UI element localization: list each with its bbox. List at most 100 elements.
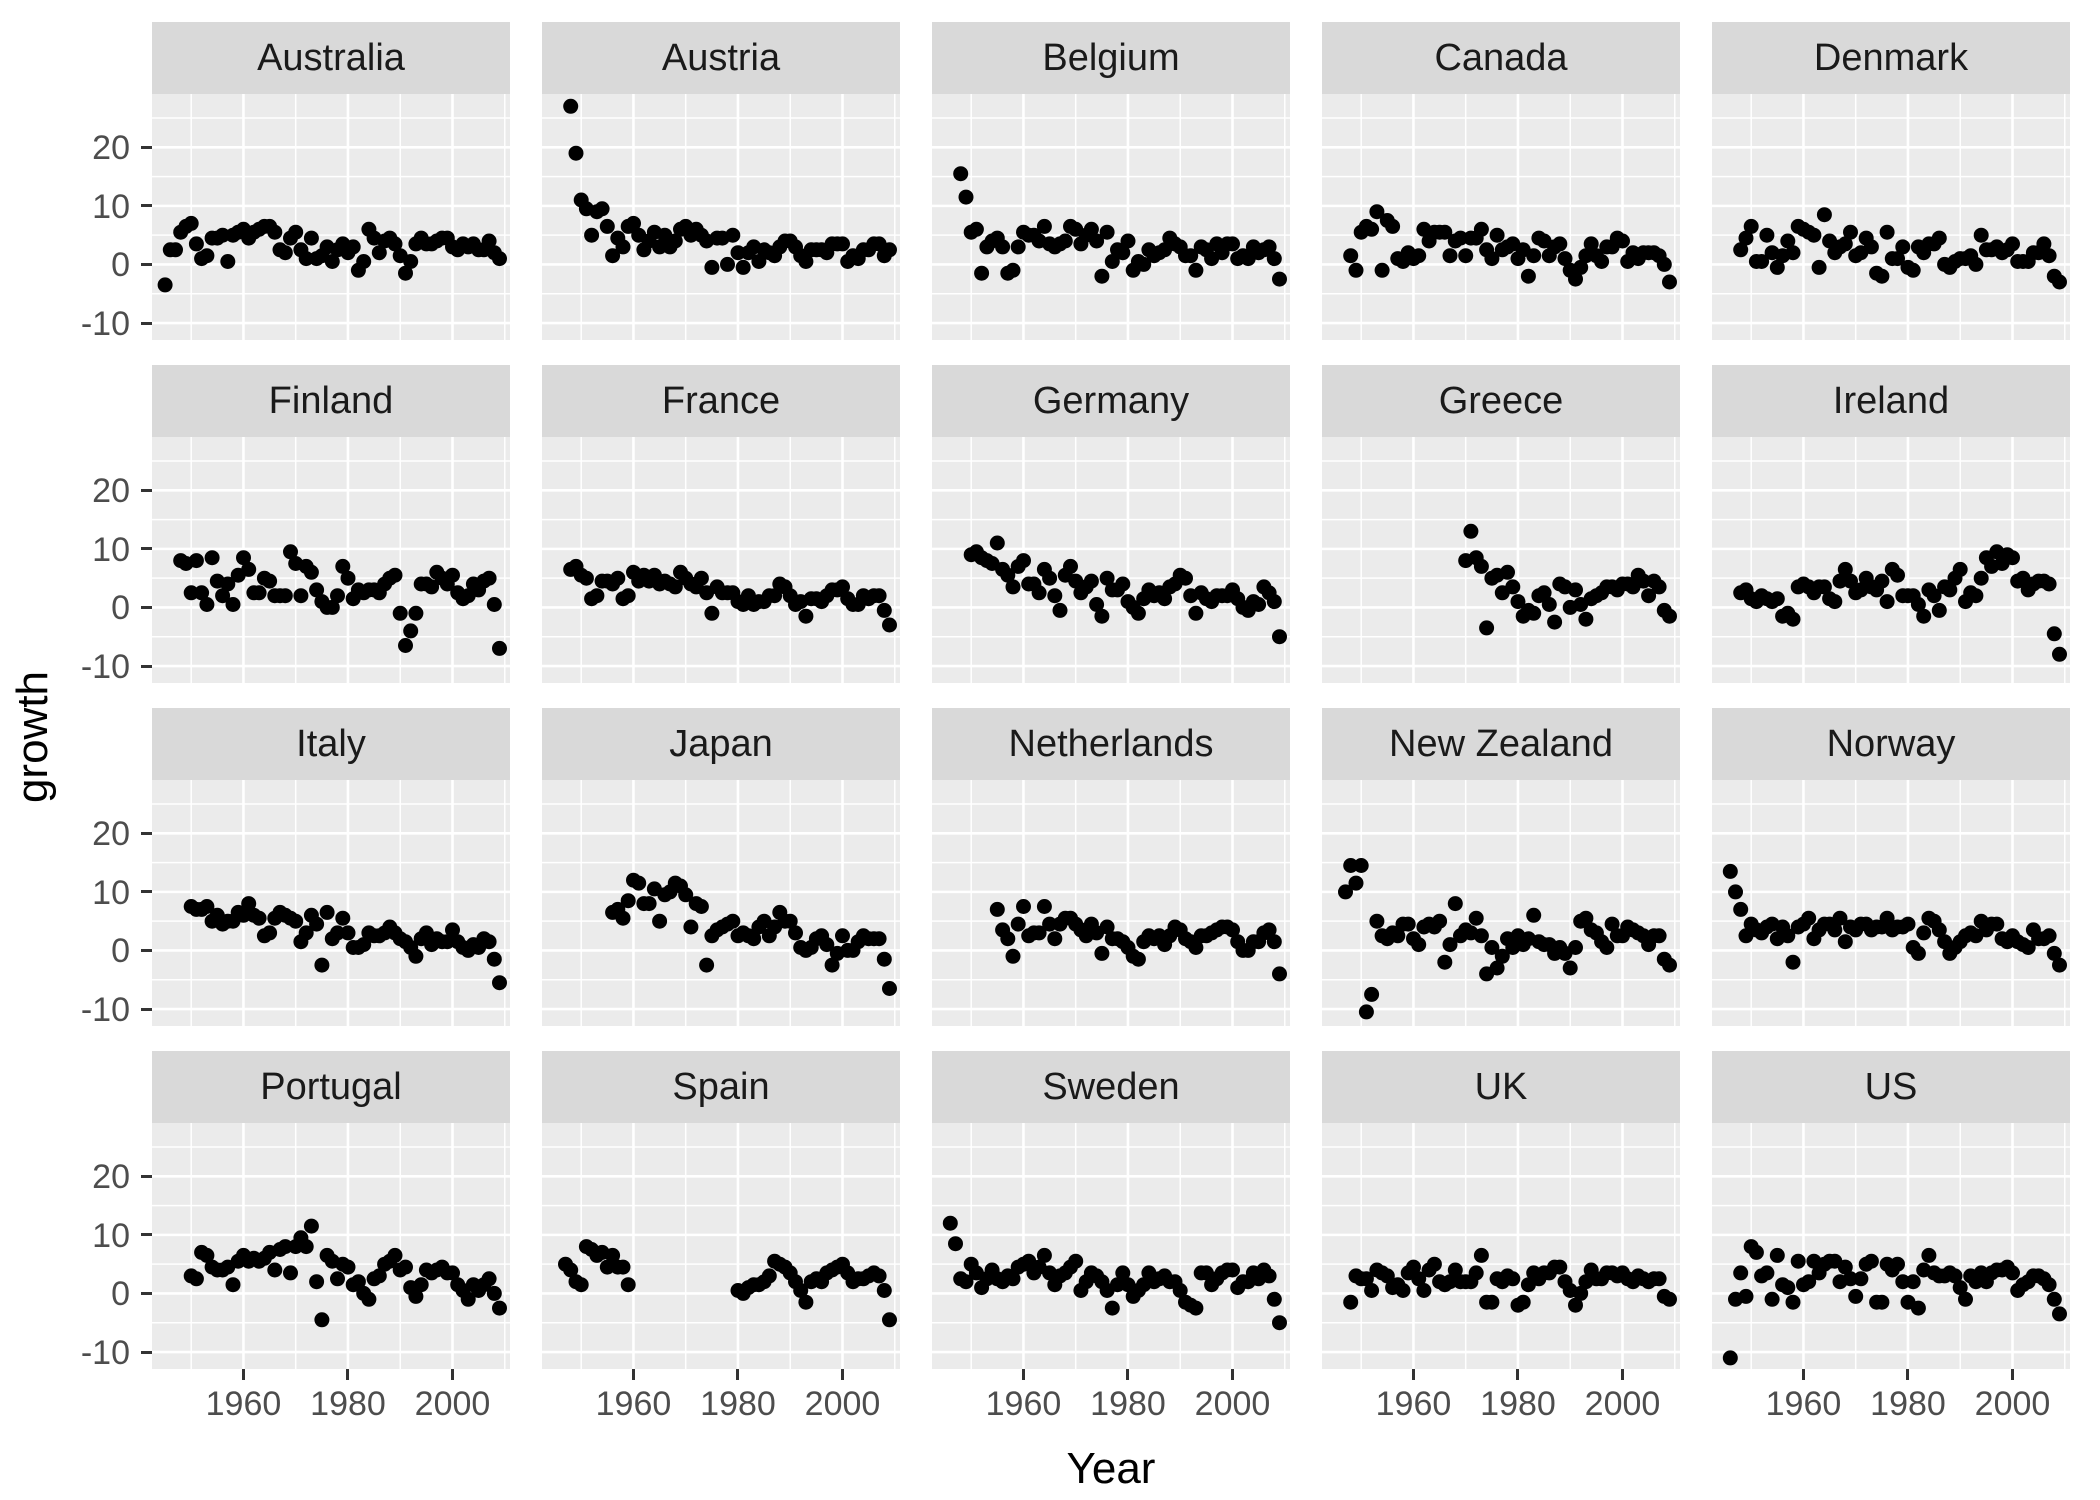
- data-point: [699, 957, 715, 973]
- data-point: [798, 608, 814, 624]
- data-point: [563, 1262, 579, 1278]
- data-point: [481, 1271, 497, 1287]
- x-tick-mark: [2011, 1369, 2014, 1380]
- data-point: [1863, 1253, 1879, 1269]
- data-point: [398, 265, 413, 281]
- data-point: [2005, 1265, 2020, 1281]
- data-point: [215, 227, 231, 243]
- data-point: [1157, 591, 1173, 607]
- data-point: [1432, 913, 1448, 929]
- y-tick-mark: [141, 488, 152, 492]
- data-point: [1578, 611, 1594, 627]
- data-point: [1426, 1256, 1442, 1272]
- data-point: [1973, 570, 1989, 586]
- x-tick-label: 2000: [1194, 1385, 1271, 1423]
- data-point: [1188, 262, 1204, 278]
- data-point: [1578, 248, 1594, 264]
- data-point: [2046, 945, 2062, 961]
- data-point: [2052, 1306, 2067, 1322]
- data-point: [2052, 274, 2067, 290]
- data-point: [953, 166, 969, 182]
- facet-strip-label: Canada: [1434, 36, 1568, 79]
- y-tick-mark: [141, 1350, 152, 1354]
- data-point: [1390, 928, 1406, 944]
- facet-strip-label: Spain: [672, 1065, 770, 1108]
- facet-panel-uk: [1322, 1123, 1680, 1369]
- data-point: [725, 913, 741, 929]
- facet-panel-spain: [542, 1123, 900, 1369]
- data-point: [371, 1268, 387, 1284]
- data-point: [1463, 523, 1479, 539]
- data-point: [1905, 1274, 1921, 1290]
- data-point: [1863, 239, 1879, 255]
- facet-panel-new-zealand: [1322, 780, 1680, 1026]
- data-point: [1266, 1291, 1282, 1307]
- data-point: [882, 242, 897, 258]
- data-point: [288, 913, 304, 929]
- data-point: [615, 1259, 631, 1275]
- data-point: [1780, 1280, 1796, 1296]
- data-point: [225, 597, 241, 612]
- data-point: [1000, 567, 1016, 583]
- facet-panel-australia: [152, 94, 510, 340]
- data-point: [1104, 1300, 1120, 1316]
- data-point: [262, 573, 278, 589]
- data-point: [1515, 1294, 1531, 1310]
- facet-strip: Portugal: [152, 1051, 510, 1123]
- data-point: [683, 919, 699, 935]
- data-point: [1780, 928, 1796, 944]
- data-point: [631, 875, 647, 891]
- x-tick-mark: [736, 1369, 740, 1380]
- data-point: [1115, 576, 1131, 592]
- data-point: [403, 254, 419, 269]
- data-point: [1188, 605, 1204, 621]
- data-point: [1557, 251, 1573, 267]
- data-point: [1479, 620, 1495, 636]
- data-point: [819, 937, 835, 953]
- x-tick-label: 2000: [414, 1385, 491, 1423]
- data-point: [215, 588, 231, 604]
- data-point: [1099, 570, 1115, 586]
- data-point: [1837, 1259, 1853, 1275]
- data-point: [1931, 230, 1947, 246]
- data-point: [481, 233, 497, 249]
- data-point: [2041, 576, 2057, 592]
- data-point: [1754, 254, 1770, 269]
- y-tick-mark: [141, 605, 152, 609]
- data-point: [1910, 945, 1926, 961]
- data-point: [1536, 585, 1552, 601]
- data-point: [835, 579, 850, 595]
- facet-panel-france: [542, 437, 900, 683]
- data-point: [735, 259, 751, 275]
- y-tick-label: 10: [92, 873, 130, 912]
- data-point: [599, 1259, 615, 1275]
- data-point: [1615, 233, 1630, 249]
- data-point: [1453, 230, 1468, 246]
- facet-panel-greece: [1322, 437, 1680, 683]
- data-point: [615, 239, 631, 255]
- facet-panel-austria: [542, 94, 900, 340]
- data-point: [1811, 259, 1827, 275]
- data-point: [746, 931, 762, 947]
- data-point: [1769, 1247, 1785, 1263]
- facet-strip: UK: [1322, 1051, 1680, 1123]
- data-point: [652, 239, 668, 255]
- y-tick-label: 20: [92, 1158, 130, 1197]
- data-point: [1172, 1283, 1188, 1298]
- data-point: [1010, 916, 1026, 932]
- data-point: [1468, 910, 1484, 926]
- data-point: [1083, 573, 1099, 589]
- data-point: [1272, 629, 1287, 645]
- data-point: [1853, 1271, 1869, 1287]
- data-point: [2052, 646, 2067, 662]
- data-point: [283, 1265, 298, 1281]
- data-point: [330, 1271, 345, 1287]
- data-point: [1759, 1265, 1775, 1281]
- data-point: [1520, 268, 1536, 284]
- data-point: [1662, 957, 1677, 973]
- data-point: [667, 579, 683, 595]
- x-tick-mark: [1906, 1369, 1910, 1380]
- data-point: [183, 215, 199, 231]
- facet-strip: Canada: [1322, 22, 1680, 94]
- data-point: [2041, 248, 2057, 264]
